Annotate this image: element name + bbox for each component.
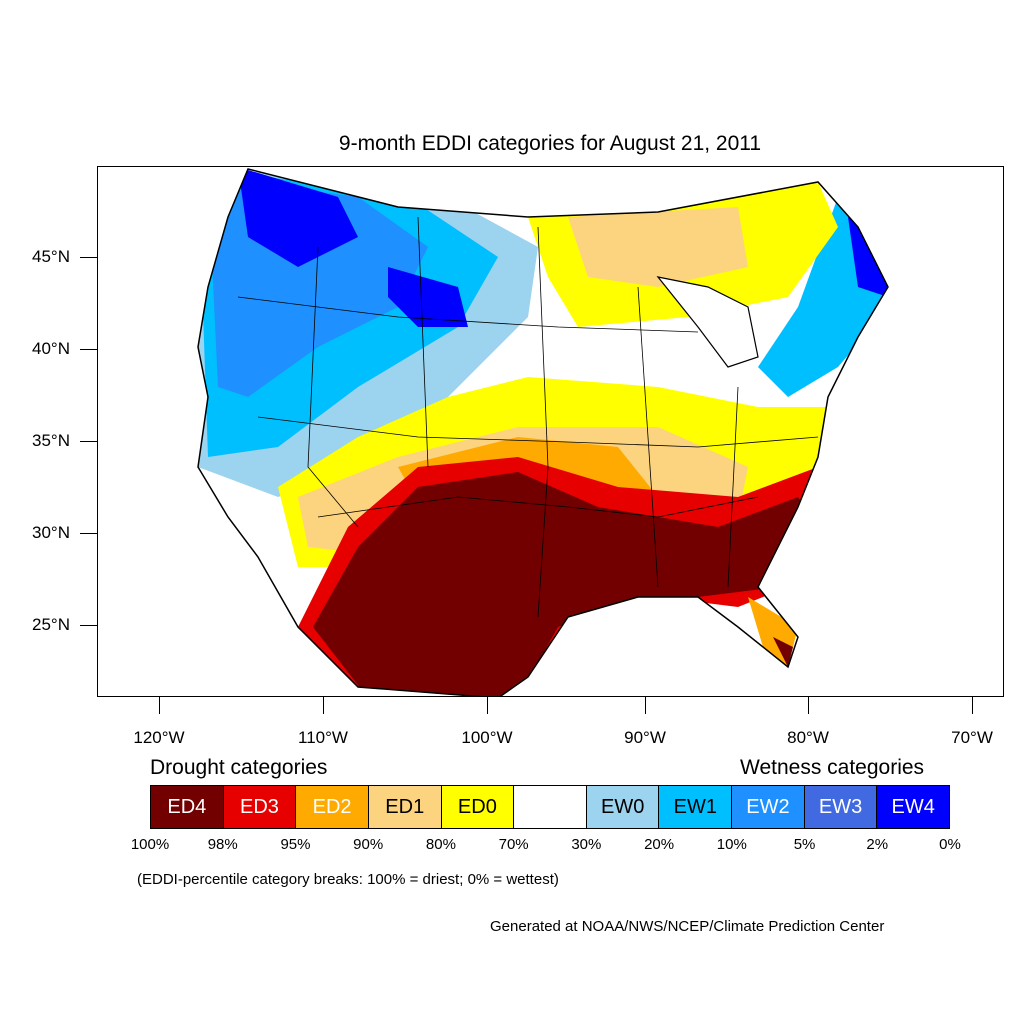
- lat-tick: [80, 533, 97, 534]
- lat-label-25n: 25°N: [32, 615, 70, 634]
- map-title: 9-month EDDI categories for August 21, 2…: [338, 132, 762, 155]
- category-box-ed1: ED1: [368, 786, 442, 828]
- category-box-ew2: EW2: [732, 786, 805, 828]
- category-note: (EDDI-percentile category breaks: 100% =…: [137, 871, 559, 888]
- lon-label-90w: 90°W: [624, 728, 666, 747]
- lon-label-120w: 120°W: [133, 728, 185, 747]
- lon-tick: [645, 697, 646, 714]
- lon-tick: [972, 697, 973, 714]
- percentile-label: 0%: [939, 836, 961, 853]
- lon-tick: [808, 697, 809, 714]
- eddi-map: [197, 168, 889, 696]
- percentile-label: 2%: [866, 836, 889, 853]
- lat-label-35n: 35°N: [32, 431, 70, 450]
- category-box-ew4: EW4: [877, 786, 950, 828]
- category-box-ed3: ED3: [223, 786, 297, 828]
- percentile-label: 98%: [207, 836, 238, 853]
- great-lakes: [656, 276, 759, 368]
- category-box-ew3: EW3: [804, 786, 878, 828]
- percentile-label: 30%: [571, 836, 602, 853]
- coastline: [197, 168, 889, 696]
- category-box-ew0: EW0: [586, 786, 660, 828]
- lon-label-70w: 70°W: [951, 728, 993, 747]
- ed4-region-florida: [773, 637, 793, 667]
- ew4-region-montana: [388, 267, 468, 327]
- percentile-label: 5%: [793, 836, 816, 853]
- category-box-ed4: ED4: [151, 786, 224, 828]
- state-boundaries: [237, 216, 819, 618]
- lat-tick: [80, 257, 97, 258]
- lon-label-110w: 110°W: [298, 728, 348, 747]
- credit-text: Generated at NOAA/NWS/NCEP/Climate Predi…: [490, 918, 885, 935]
- lat-tick: [80, 441, 97, 442]
- ew4-region-maine: [848, 217, 888, 297]
- lat-label-30n: 30°N: [32, 523, 70, 542]
- lon-tick: [487, 697, 488, 714]
- lon-label-80w: 80°W: [787, 728, 829, 747]
- lat-tick: [80, 349, 97, 350]
- category-colorbar: ED4 ED3 ED2 ED1 ED0 EW0 EW1 EW2 EW3 EW4: [150, 785, 950, 829]
- lon-tick: [323, 697, 324, 714]
- percentile-label: 80%: [425, 836, 456, 853]
- category-box-ew1: EW1: [659, 786, 733, 828]
- category-box-ed2: ED2: [296, 786, 369, 828]
- category-box-ed0: ED0: [441, 786, 515, 828]
- percentile-label: 100%: [130, 836, 170, 853]
- ed4-region-south: [313, 472, 818, 696]
- lat-label-45n: 45°N: [32, 247, 70, 266]
- ew4-region-northwest: [238, 169, 358, 267]
- lon-tick: [159, 697, 160, 714]
- lon-label-100w: 100°W: [461, 728, 513, 747]
- drought-heading: Drought categories: [150, 756, 328, 779]
- lat-label-40n: 40°N: [32, 339, 70, 358]
- wetness-heading: Wetness categories: [740, 756, 925, 779]
- percentile-label: 95%: [280, 836, 311, 853]
- percentile-label: 90%: [353, 836, 384, 853]
- percentile-label: 20%: [644, 836, 675, 853]
- percentile-label: 70%: [498, 836, 529, 853]
- lat-tick: [80, 625, 97, 626]
- category-box-normal: [514, 786, 587, 828]
- ed1-region-north: [568, 207, 748, 287]
- percentile-label: 10%: [716, 836, 747, 853]
- map-frame: [97, 166, 1004, 697]
